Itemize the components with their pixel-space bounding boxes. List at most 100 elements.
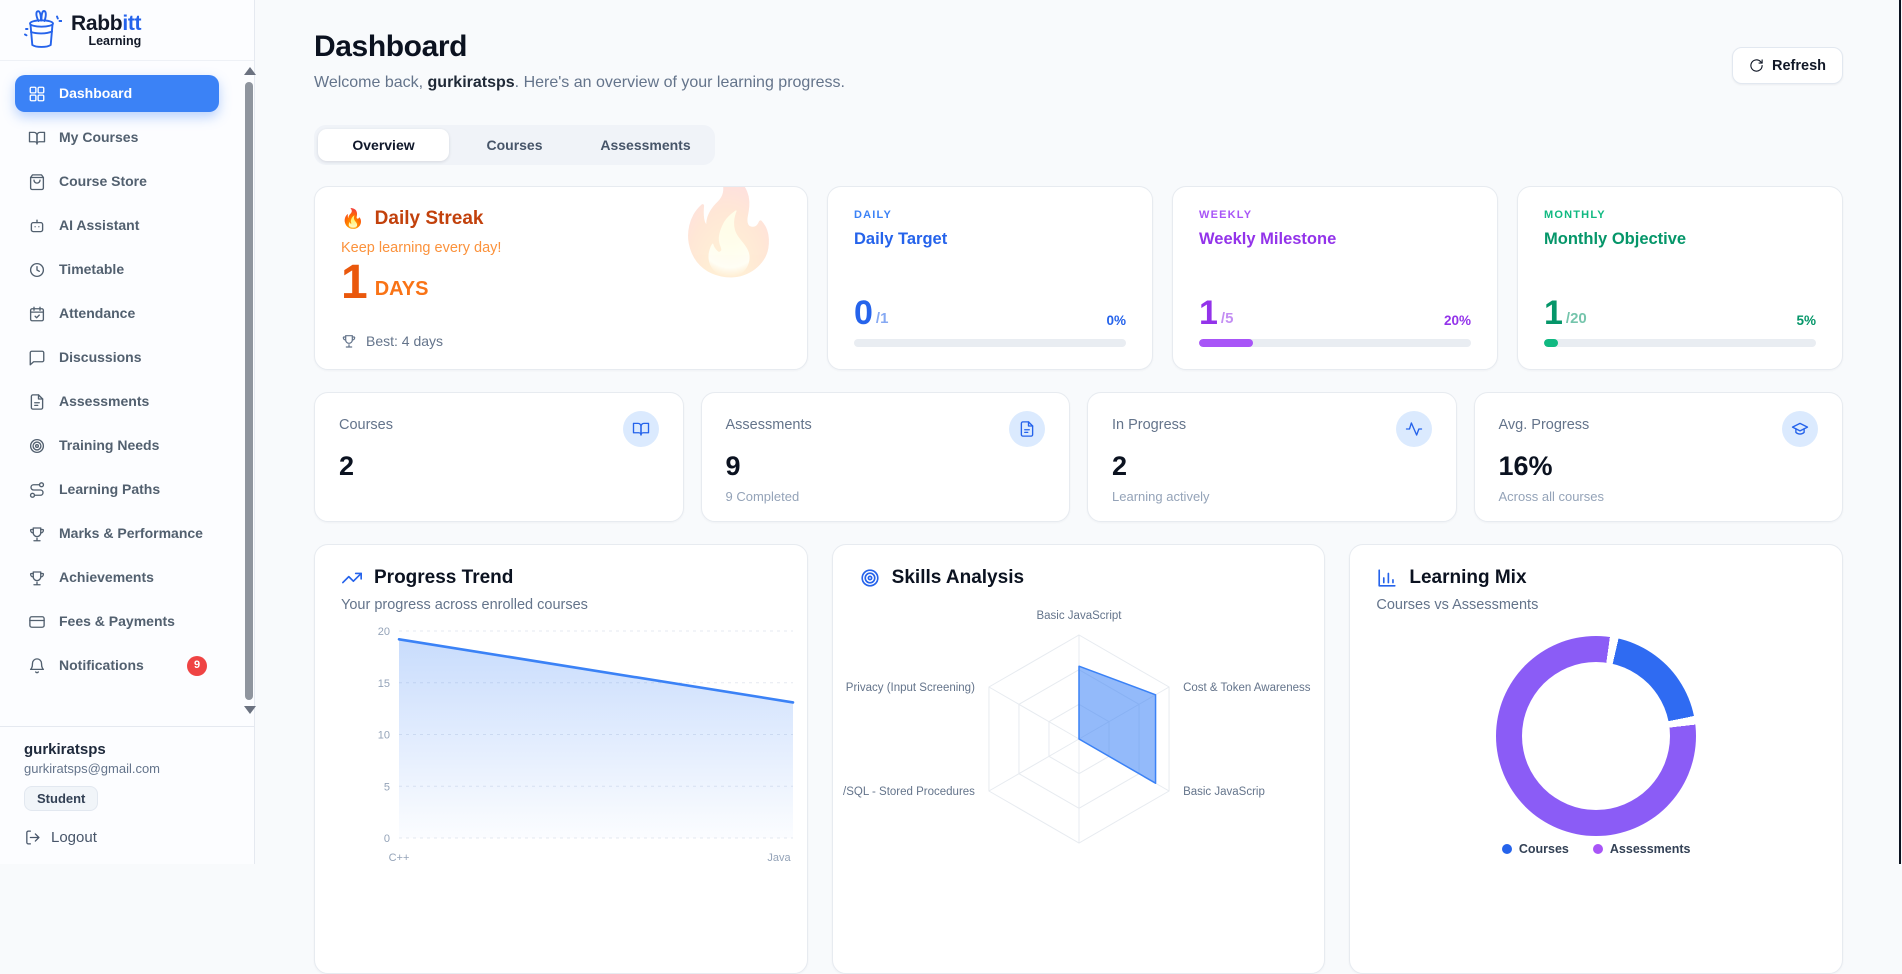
app-logo[interactable]: Rabbitt Learning: [0, 0, 254, 61]
svg-text:0: 0: [384, 833, 390, 845]
learning-mix-card: Learning Mix Courses vs Assessments Cour…: [1349, 544, 1844, 974]
sidebar-item-fees-payments[interactable]: Fees & Payments: [15, 603, 219, 640]
trophy-icon: [28, 525, 46, 543]
stat-card-in-progress: In Progress 2 Learning actively: [1087, 392, 1457, 522]
goals-row: 🔥 Daily Streak Keep learning every day! …: [314, 186, 1843, 370]
user-role-badge: Student: [24, 786, 99, 811]
main-content: Dashboard Welcome back, gurkiratsps. Her…: [255, 0, 1902, 974]
stat-subtext: Learning actively: [1112, 489, 1210, 504]
sidebar-item-discussions[interactable]: Discussions: [15, 339, 219, 376]
stat-value: 2: [339, 451, 355, 481]
streak-count: 1: [341, 256, 368, 309]
goal-progress-fill: [1199, 339, 1254, 347]
target-icon: [859, 567, 881, 589]
stat-subtext: Across all courses: [1498, 489, 1604, 504]
charts-row: Progress Trend Your progress across enro…: [314, 544, 1844, 974]
tab-overview[interactable]: Overview: [318, 129, 449, 161]
svg-text:/SQL - Stored Procedures: /SQL - Stored Procedures: [843, 786, 975, 798]
file-text-icon: [1009, 411, 1045, 447]
tab-courses[interactable]: Courses: [486, 137, 543, 153]
activity-icon: [1395, 411, 1432, 447]
sidebar-item-dashboard[interactable]: Dashboard: [15, 75, 219, 112]
skills-radar-chart: Basic JavaScript Cost & Token Awareness Ba…: [843, 610, 1311, 844]
calendar-check-icon: [28, 305, 46, 323]
credit-card-icon: [28, 613, 46, 631]
sidebar-item-timetable[interactable]: Timetable: [15, 251, 219, 288]
stat-card-avg-progress: Avg. Progress 16% Across all courses: [1473, 392, 1843, 522]
svg-text:Basic JavaScript: Basic JavaScript: [1036, 610, 1122, 622]
sidebar-item-training-needs[interactable]: Training Needs: [15, 427, 219, 464]
bell-icon: [28, 657, 46, 675]
message-square-icon: [28, 349, 46, 367]
sidebar-item-achievements[interactable]: Achievements: [15, 559, 219, 596]
sidebar-item-assessments[interactable]: Assessments: [15, 383, 219, 420]
user-name: gurkiratsps: [24, 741, 106, 758]
sidebar-item-notifications[interactable]: Notifications 9: [15, 647, 219, 684]
goal-progress-track: [854, 339, 1126, 347]
shopping-bag-icon: [28, 173, 46, 191]
trending-up-icon: [341, 567, 363, 589]
grid-icon: [28, 85, 46, 103]
brand-name: Rabbitt: [71, 12, 142, 35]
sidebar-scrollbar-thumb[interactable]: [245, 82, 253, 700]
streak-unit: DAYS: [374, 278, 429, 301]
streak-best: Best: 4 days: [366, 333, 444, 349]
goal-percent: 0%: [1106, 313, 1126, 328]
svg-text:Java: Java: [767, 852, 791, 864]
goal-title: Weekly Milestone: [1199, 230, 1337, 248]
route-icon: [28, 481, 46, 499]
progress-trend-card: Progress Trend Your progress across enro…: [314, 544, 808, 974]
skills-analysis-card: Skills Analysis Basic JavaScript Cost & T…: [831, 544, 1326, 974]
goal-card-monthly: MONTHLY Monthly Objective 1/20 5%: [1517, 186, 1843, 370]
sidebar-item-my-courses[interactable]: My Courses: [15, 119, 219, 156]
book-open-icon: [622, 411, 659, 447]
refresh-button[interactable]: Refresh: [1732, 47, 1843, 84]
bot-icon: [28, 217, 46, 235]
goal-progress-fill: [1544, 339, 1558, 347]
stat-label: Avg. Progress: [1498, 417, 1590, 433]
streak-title: Daily Streak: [374, 208, 484, 229]
stat-value: 16%: [1498, 451, 1553, 481]
user-email: gurkiratsps@gmail.com: [24, 761, 161, 776]
logout-button[interactable]: Logout: [24, 829, 230, 846]
sidebar-scroll-up-arrow[interactable]: [244, 67, 256, 75]
svg-text:Cost & Token Awareness: Cost & Token Awareness: [1183, 682, 1311, 694]
graduation-cap-icon: [1782, 411, 1818, 447]
goal-title: Monthly Objective: [1544, 230, 1687, 248]
goal-percent: 5%: [1796, 313, 1816, 328]
goal-total: /20: [1565, 310, 1587, 327]
page-scrollbar[interactable]: [1898, 0, 1901, 864]
goal-title: Daily Target: [854, 230, 948, 248]
svg-text:Basic JavaScrip: Basic JavaScrip: [1183, 786, 1265, 798]
goal-total: /1: [875, 310, 889, 327]
tab-assessments[interactable]: Assessments: [600, 137, 691, 153]
sidebar-item-ai-assistant[interactable]: AI Assistant: [15, 207, 219, 244]
streak-subtitle: Keep learning every day!: [341, 240, 502, 256]
svg-text:Privacy (Input Screening): Privacy (Input Screening): [845, 682, 974, 694]
goal-progress-track: [1544, 339, 1816, 347]
welcome-text: Welcome back, gurkiratsps. Here's an ove…: [314, 74, 845, 91]
goal-period: DAILY: [854, 209, 892, 221]
goal-period: WEEKLY: [1199, 209, 1253, 221]
sidebar-item-learning-paths[interactable]: Learning Paths: [15, 471, 219, 508]
sidebar-item-attendance[interactable]: Attendance: [15, 295, 219, 332]
legend-dot-assessments: [1592, 844, 1603, 854]
goal-current: 1: [1199, 294, 1218, 332]
file-text-icon: [28, 393, 46, 411]
tab-bar: Overview Courses Assessments: [314, 125, 715, 165]
goal-card-weekly: WEEKLY Weekly Milestone 1/5 20%: [1172, 186, 1498, 370]
svg-text:5: 5: [384, 781, 390, 793]
sidebar-item-course-store[interactable]: Course Store: [15, 163, 219, 200]
logout-icon: [24, 829, 41, 846]
trophy-icon: [28, 569, 46, 587]
svg-text:C++: C++: [389, 852, 410, 864]
stat-label: Courses: [339, 417, 393, 433]
svg-text:15: 15: [378, 678, 390, 690]
stat-value: 2: [1112, 451, 1128, 481]
sidebar-item-marks-performance[interactable]: Marks & Performance: [15, 515, 219, 552]
sidebar-scroll-down-arrow[interactable]: [244, 706, 256, 714]
page-title: Dashboard: [314, 30, 468, 63]
learning-mix-donut: [1496, 636, 1697, 836]
clock-icon: [28, 261, 46, 279]
goal-current: 0: [854, 294, 873, 332]
